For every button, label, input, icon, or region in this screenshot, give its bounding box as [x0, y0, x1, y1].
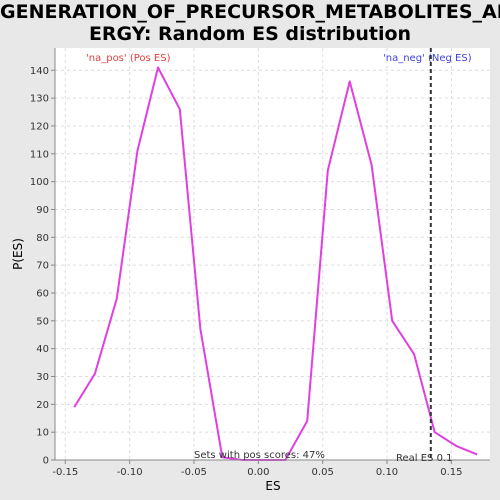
- chart-title-line2: ERGY: Random ES distribution: [88, 23, 412, 45]
- x-tick-label: -0.10: [117, 467, 143, 478]
- x-tick-label: -0.15: [52, 467, 78, 478]
- y-tick-label: 0: [43, 456, 49, 467]
- y-axis-ticks: 0 10 20 30 40 50 60 70 80 90 100 110 120 130 140: [30, 66, 55, 467]
- y-tick-label: 130: [30, 94, 49, 105]
- annotation-sets-pos: Sets with pos scores: 47%: [194, 450, 325, 461]
- y-tick-label: 110: [30, 149, 49, 160]
- x-tick-label: -0.05: [181, 467, 207, 478]
- y-tick-label: 80: [36, 233, 49, 244]
- annotation-na-neg: 'na_neg' (Neg ES): [383, 53, 472, 64]
- x-tick-label: 0.05: [312, 467, 334, 478]
- x-tick-label: 0.10: [376, 467, 398, 478]
- y-tick-label: 60: [36, 288, 49, 299]
- grid-lines: [55, 48, 490, 461]
- annotation-real-es: Real ES 0.1: [396, 453, 452, 464]
- y-tick-label: 50: [36, 316, 49, 327]
- y-tick-label: 20: [36, 400, 49, 411]
- x-axis-ticks: -0.15 -0.10 -0.05 0.00 0.05 0.10 0.15: [52, 460, 463, 478]
- y-tick-label: 140: [30, 66, 49, 77]
- y-tick-label: 100: [30, 177, 49, 188]
- annotation-na-pos: 'na_pos' (Pos ES): [86, 53, 171, 64]
- y-tick-label: 70: [36, 261, 49, 272]
- x-axis-label: ES: [265, 479, 280, 493]
- y-tick-label: 10: [36, 428, 49, 439]
- chart-title: GENERATION_OF_PRECURSOR_METABOLITES_AND_…: [0, 1, 500, 45]
- plot-area: [55, 48, 490, 460]
- y-axis-label: P(ES): [11, 238, 25, 270]
- y-tick-label: 120: [30, 121, 49, 132]
- x-tick-label: 0.00: [247, 467, 269, 478]
- chart-title-line1: GENERATION_OF_PRECURSOR_METABOLITES_AND_…: [0, 1, 500, 23]
- y-tick-label: 30: [36, 372, 49, 383]
- x-tick-label: 0.15: [440, 467, 462, 478]
- y-tick-label: 40: [36, 344, 49, 355]
- y-tick-label: 90: [36, 205, 49, 216]
